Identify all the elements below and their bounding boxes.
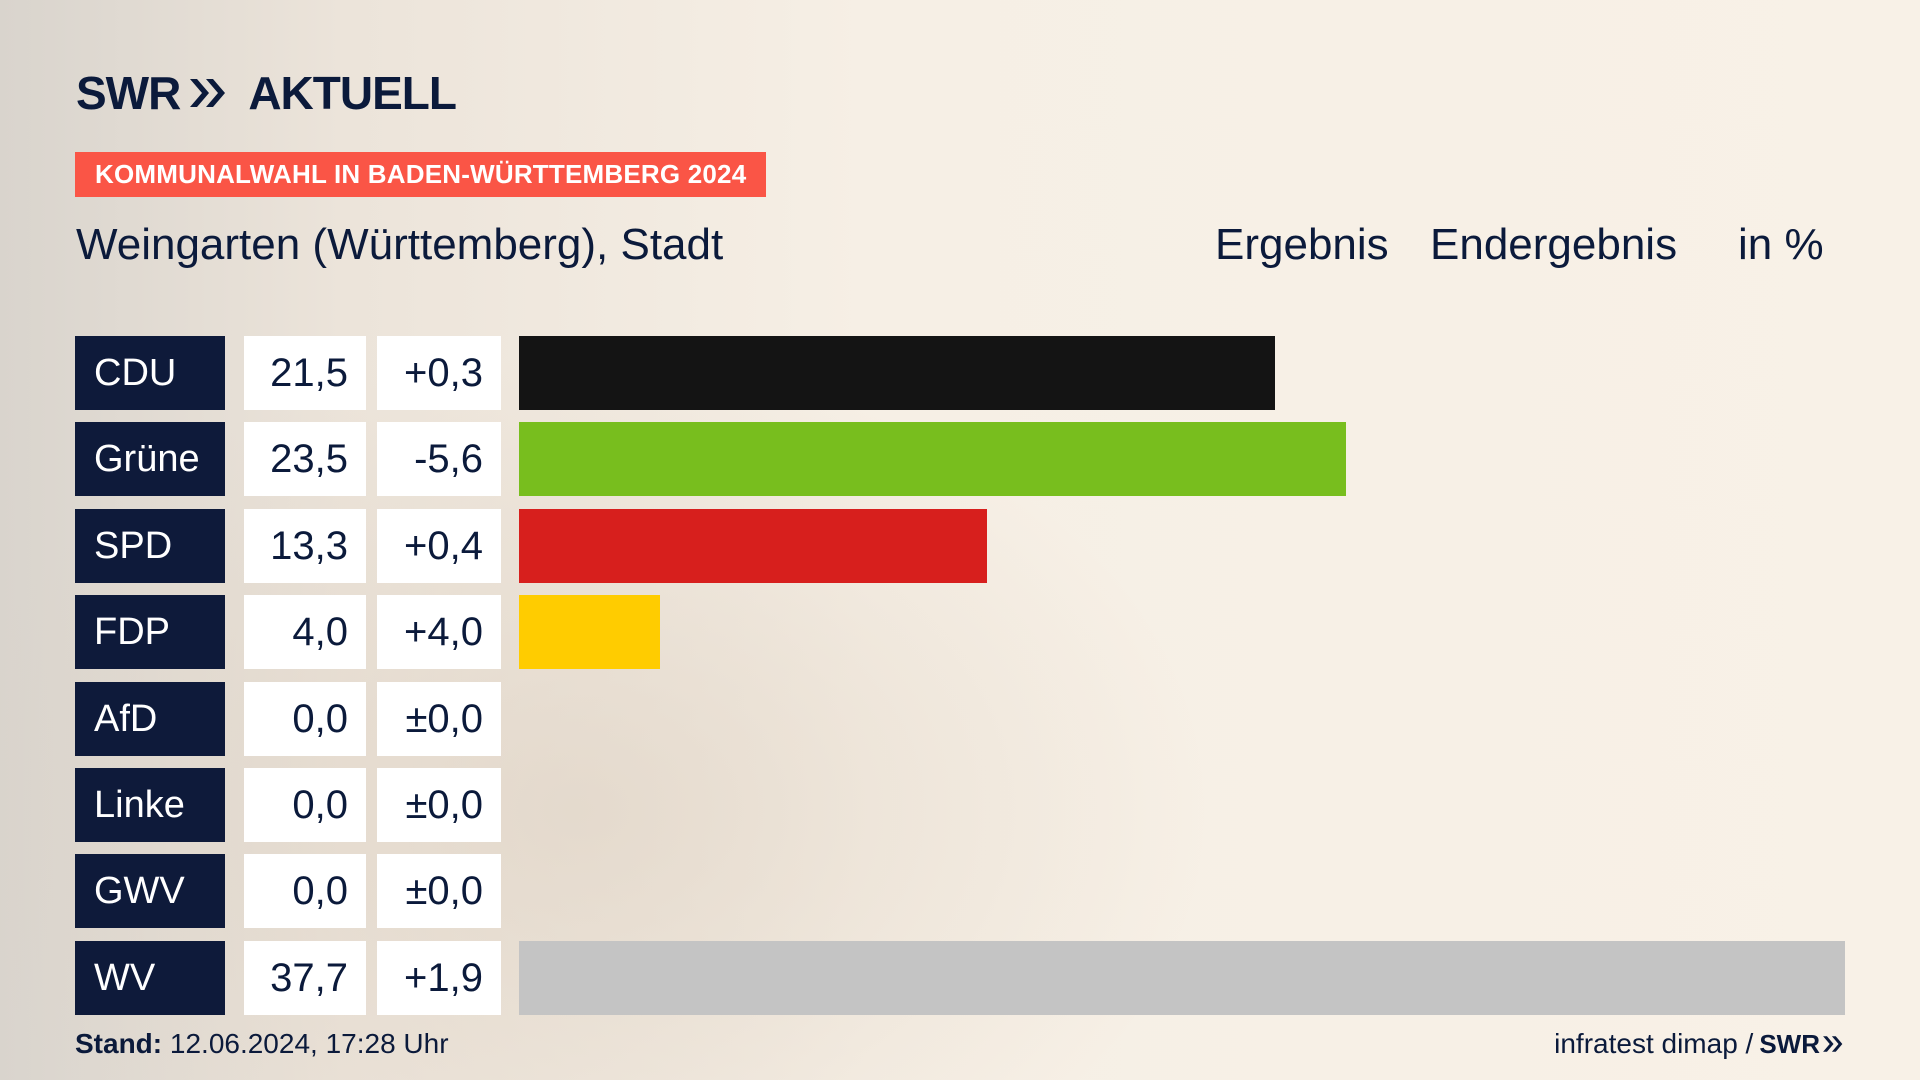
logo-aktuell-text: AKTUELL bbox=[248, 67, 457, 119]
location-title: Weingarten (Württemberg), Stadt bbox=[76, 220, 724, 269]
result-row: WV 37,7 +1,9 bbox=[0, 940, 1920, 1015]
party-label: CDU bbox=[75, 336, 225, 410]
vote-change-value: ±0,0 bbox=[377, 768, 501, 842]
result-row: GWV 0,0 ±0,0 bbox=[0, 854, 1920, 929]
double-chevron-icon bbox=[190, 79, 226, 107]
vote-share-value: 0,0 bbox=[244, 681, 366, 756]
vote-share-value: 13,3 bbox=[244, 508, 366, 583]
result-bar bbox=[519, 336, 1275, 410]
final-result-label: Endergebnis bbox=[1430, 220, 1678, 269]
party-label: Grüne bbox=[75, 422, 225, 497]
result-row: CDU 21,5 +0,3 bbox=[0, 336, 1920, 410]
vote-share-value: 4,0 bbox=[244, 595, 366, 670]
vote-change-value: +0,3 bbox=[377, 336, 501, 410]
vote-change-value: -5,6 bbox=[377, 422, 501, 497]
vote-change-value: ±0,0 bbox=[377, 681, 501, 756]
source-credit: infratest dimap / SWR bbox=[1554, 1028, 1844, 1060]
party-label: SPD bbox=[75, 508, 225, 583]
result-row: AfD 0,0 ±0,0 bbox=[0, 681, 1920, 756]
footer-chevron-icon bbox=[1823, 1036, 1843, 1052]
unit-label: in % bbox=[1738, 220, 1824, 269]
timestamp-label: Stand: bbox=[75, 1028, 163, 1059]
vote-share-value: 21,5 bbox=[244, 336, 366, 410]
result-row: FDP 4,0 +4,0 bbox=[0, 595, 1920, 670]
source-text: infratest dimap / bbox=[1554, 1028, 1754, 1059]
party-label: GWV bbox=[75, 854, 225, 929]
result-bar bbox=[519, 422, 1346, 497]
result-bar bbox=[519, 940, 1845, 1015]
vote-change-value: +4,0 bbox=[377, 595, 501, 670]
swr-aktuell-logo: SWR AKTUELL bbox=[76, 67, 457, 119]
vote-change-value: ±0,0 bbox=[377, 854, 501, 929]
result-row: SPD 13,3 +0,4 bbox=[0, 508, 1920, 583]
footer-swr-logo: SWR bbox=[1759, 1029, 1844, 1060]
vote-change-value: +1,9 bbox=[377, 940, 501, 1015]
logo-swr-text: SWR bbox=[76, 67, 181, 119]
party-label: AfD bbox=[75, 681, 225, 756]
party-label: WV bbox=[75, 940, 225, 1015]
footer-swr-text: SWR bbox=[1759, 1028, 1820, 1059]
timestamp: Stand: 12.06.2024, 17:28 Uhr bbox=[75, 1028, 449, 1060]
vote-share-value: 23,5 bbox=[244, 422, 366, 497]
election-banner: KOMMUNALWAHL IN BADEN-WÜRTTEMBERG 2024 bbox=[75, 152, 767, 197]
result-label: Ergebnis bbox=[1215, 220, 1389, 269]
party-label: FDP bbox=[75, 595, 225, 670]
vote-change-value: +0,4 bbox=[377, 508, 501, 583]
party-label: Linke bbox=[75, 768, 225, 842]
result-row: Linke 0,0 ±0,0 bbox=[0, 768, 1920, 842]
result-row: Grüne 23,5 -5,6 bbox=[0, 422, 1920, 497]
result-bar bbox=[519, 595, 660, 670]
timestamp-value: 12.06.2024, 17:28 Uhr bbox=[169, 1028, 449, 1059]
vote-share-value: 0,0 bbox=[244, 854, 366, 929]
vote-share-value: 0,0 bbox=[244, 768, 366, 842]
result-bar bbox=[519, 508, 987, 583]
vote-share-value: 37,7 bbox=[244, 940, 366, 1015]
